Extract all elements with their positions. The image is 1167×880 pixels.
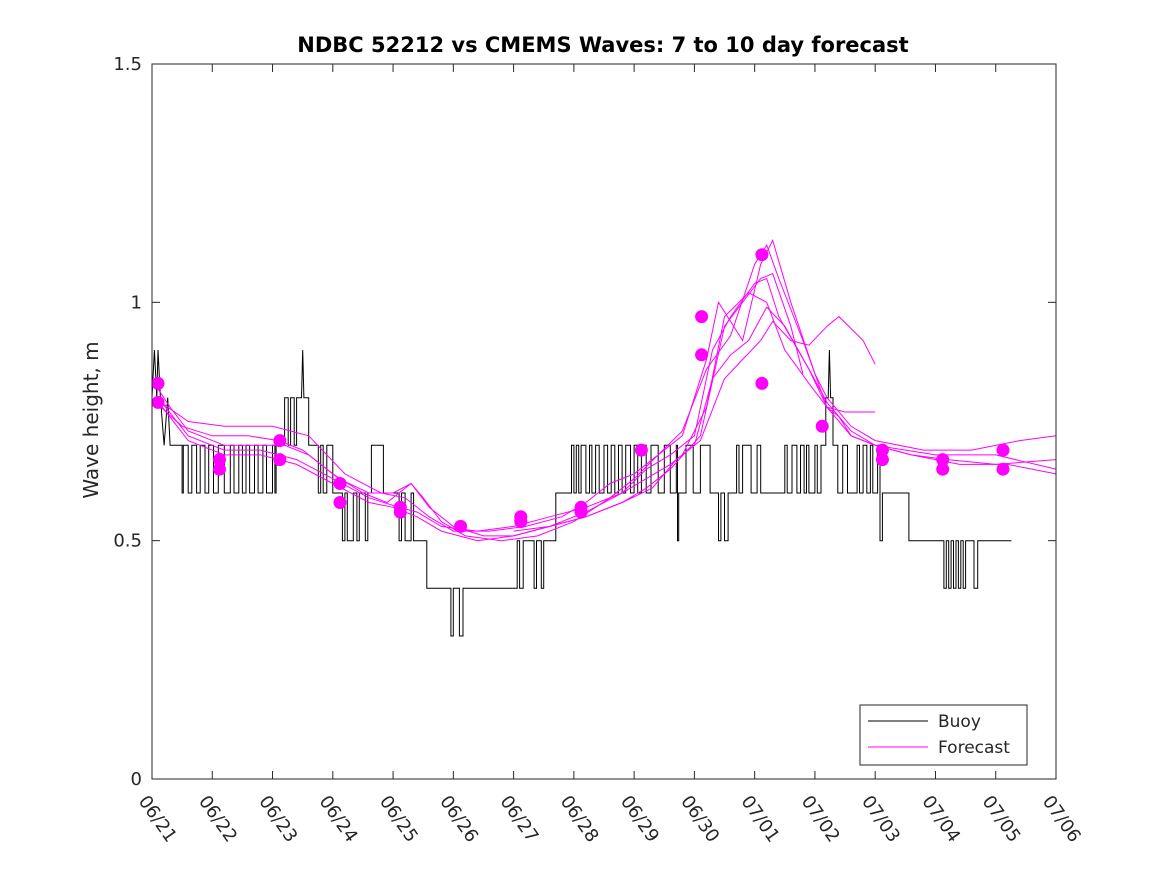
legend-forecast-label: Forecast [938,738,1010,758]
legend-box [859,704,1028,766]
forecast-marker-11 [454,519,468,533]
forecast-marker-4 [213,462,226,476]
buoy-series-line [152,349,1012,637]
forecast-marker-10 [393,505,407,519]
forecast-marker-2 [151,395,165,409]
y-tick-label: 1.5 [113,54,142,75]
forecast-series-line-3 [155,277,1056,537]
forecast-series-line-7 [681,292,876,456]
forecast-marker-15 [574,505,588,519]
y-tick-label: 0.5 [113,531,142,552]
forecast-marker-18 [695,348,709,362]
forecast-marker-20 [755,376,769,390]
forecast-marker-3 [213,453,226,467]
forecast-marker-5 [273,434,287,448]
forecast-marker-19 [755,248,769,262]
y-tick-label: 1 [131,292,142,313]
y-axis-label: Wave height, m [79,341,103,498]
forecast-series-line-6 [513,315,876,532]
forecast-marker-26 [996,443,1010,457]
forecast-marker-25 [936,462,950,476]
legend: Buoy Forecast [859,704,1028,766]
chart-title: NDBC 52212 vs CMEMS Waves: 7 to 10 day f… [297,33,908,57]
forecast-marker-21 [815,419,829,433]
forecast-marker-17 [695,310,709,324]
forecast-marker-8 [333,496,347,509]
forecast-marker-22 [875,443,889,457]
forecast-marker-13 [514,515,528,529]
forecast-marker-24 [936,453,950,467]
y-tick-label: 0 [131,769,142,790]
axes-box [151,63,1057,780]
forecast-marker-23 [875,453,889,467]
forecast-marker-6 [273,453,287,467]
forecast-series-line-5 [154,273,804,542]
legend-buoy-label: Buoy [938,712,981,732]
forecast-marker-27 [996,462,1010,476]
forecast-marker-1 [151,376,165,390]
forecast-marker-7 [333,477,347,490]
forecast-marker-16 [634,443,648,457]
